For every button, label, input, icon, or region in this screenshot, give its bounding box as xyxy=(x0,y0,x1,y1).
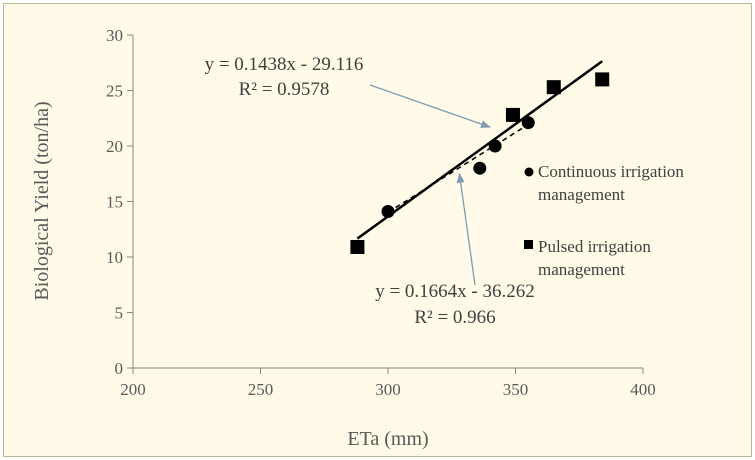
x-tick-label: 250 xyxy=(248,380,274,399)
x-tick-label: 200 xyxy=(120,380,146,399)
arrow-group xyxy=(369,84,491,286)
trendline-0 xyxy=(387,123,529,213)
x-axis-title: ETa (mm) xyxy=(347,428,428,450)
y-tick-label: 25 xyxy=(106,82,123,101)
x-tick-group: 200 250 300 350 400 xyxy=(120,368,656,399)
legend-marker-pulsed xyxy=(524,240,533,249)
y-tick-label: 5 xyxy=(115,304,124,323)
x-tick-label: 300 xyxy=(375,380,401,399)
y-tick-label: 30 xyxy=(106,26,123,45)
y-tick-group: 0 5 10 15 20 25 30 xyxy=(106,26,133,378)
point-pulsed xyxy=(350,240,365,255)
legend-marker-continuous xyxy=(524,167,534,177)
y-tick-label: 10 xyxy=(106,248,123,267)
legend-label-continuous-line1: Continuous irrigation xyxy=(538,162,684,181)
point-pulsed xyxy=(595,72,610,87)
point-continuous xyxy=(381,204,395,218)
trendline-group xyxy=(356,60,603,240)
point-group xyxy=(350,72,610,255)
x-tick-label: 400 xyxy=(630,380,656,399)
equation-continuous: y = 0.1438x - 29.116 xyxy=(205,54,364,75)
trendline-1 xyxy=(356,60,603,240)
legend-label-pulsed-line1: Pulsed irrigation xyxy=(538,237,651,256)
r2-pulsed: R² = 0.966 xyxy=(414,307,495,328)
point-pulsed xyxy=(546,80,561,95)
point-pulsed xyxy=(505,107,520,122)
x-tick-label: 350 xyxy=(503,380,529,399)
legend-label-pulsed-line2: management xyxy=(538,260,625,279)
y-tick-label: 0 xyxy=(115,359,124,378)
y-tick-label: 15 xyxy=(106,193,123,212)
point-continuous xyxy=(521,116,535,130)
legend: Continuous irrigation management Pulsed … xyxy=(524,162,684,279)
annotation-arrow-0 xyxy=(369,84,491,128)
chart-frame xyxy=(3,3,752,457)
equation-pulsed: y = 0.1664x - 36.262 xyxy=(375,281,535,302)
y-axis-title: Biological Yield (ton/ha) xyxy=(31,101,53,300)
annotation-arrow-1 xyxy=(456,172,476,286)
y-tick-label: 20 xyxy=(106,137,123,156)
r2-continuous: R² = 0.9578 xyxy=(239,79,330,100)
point-continuous xyxy=(473,161,487,175)
point-continuous xyxy=(488,139,502,153)
legend-label-continuous-line2: management xyxy=(538,185,625,204)
